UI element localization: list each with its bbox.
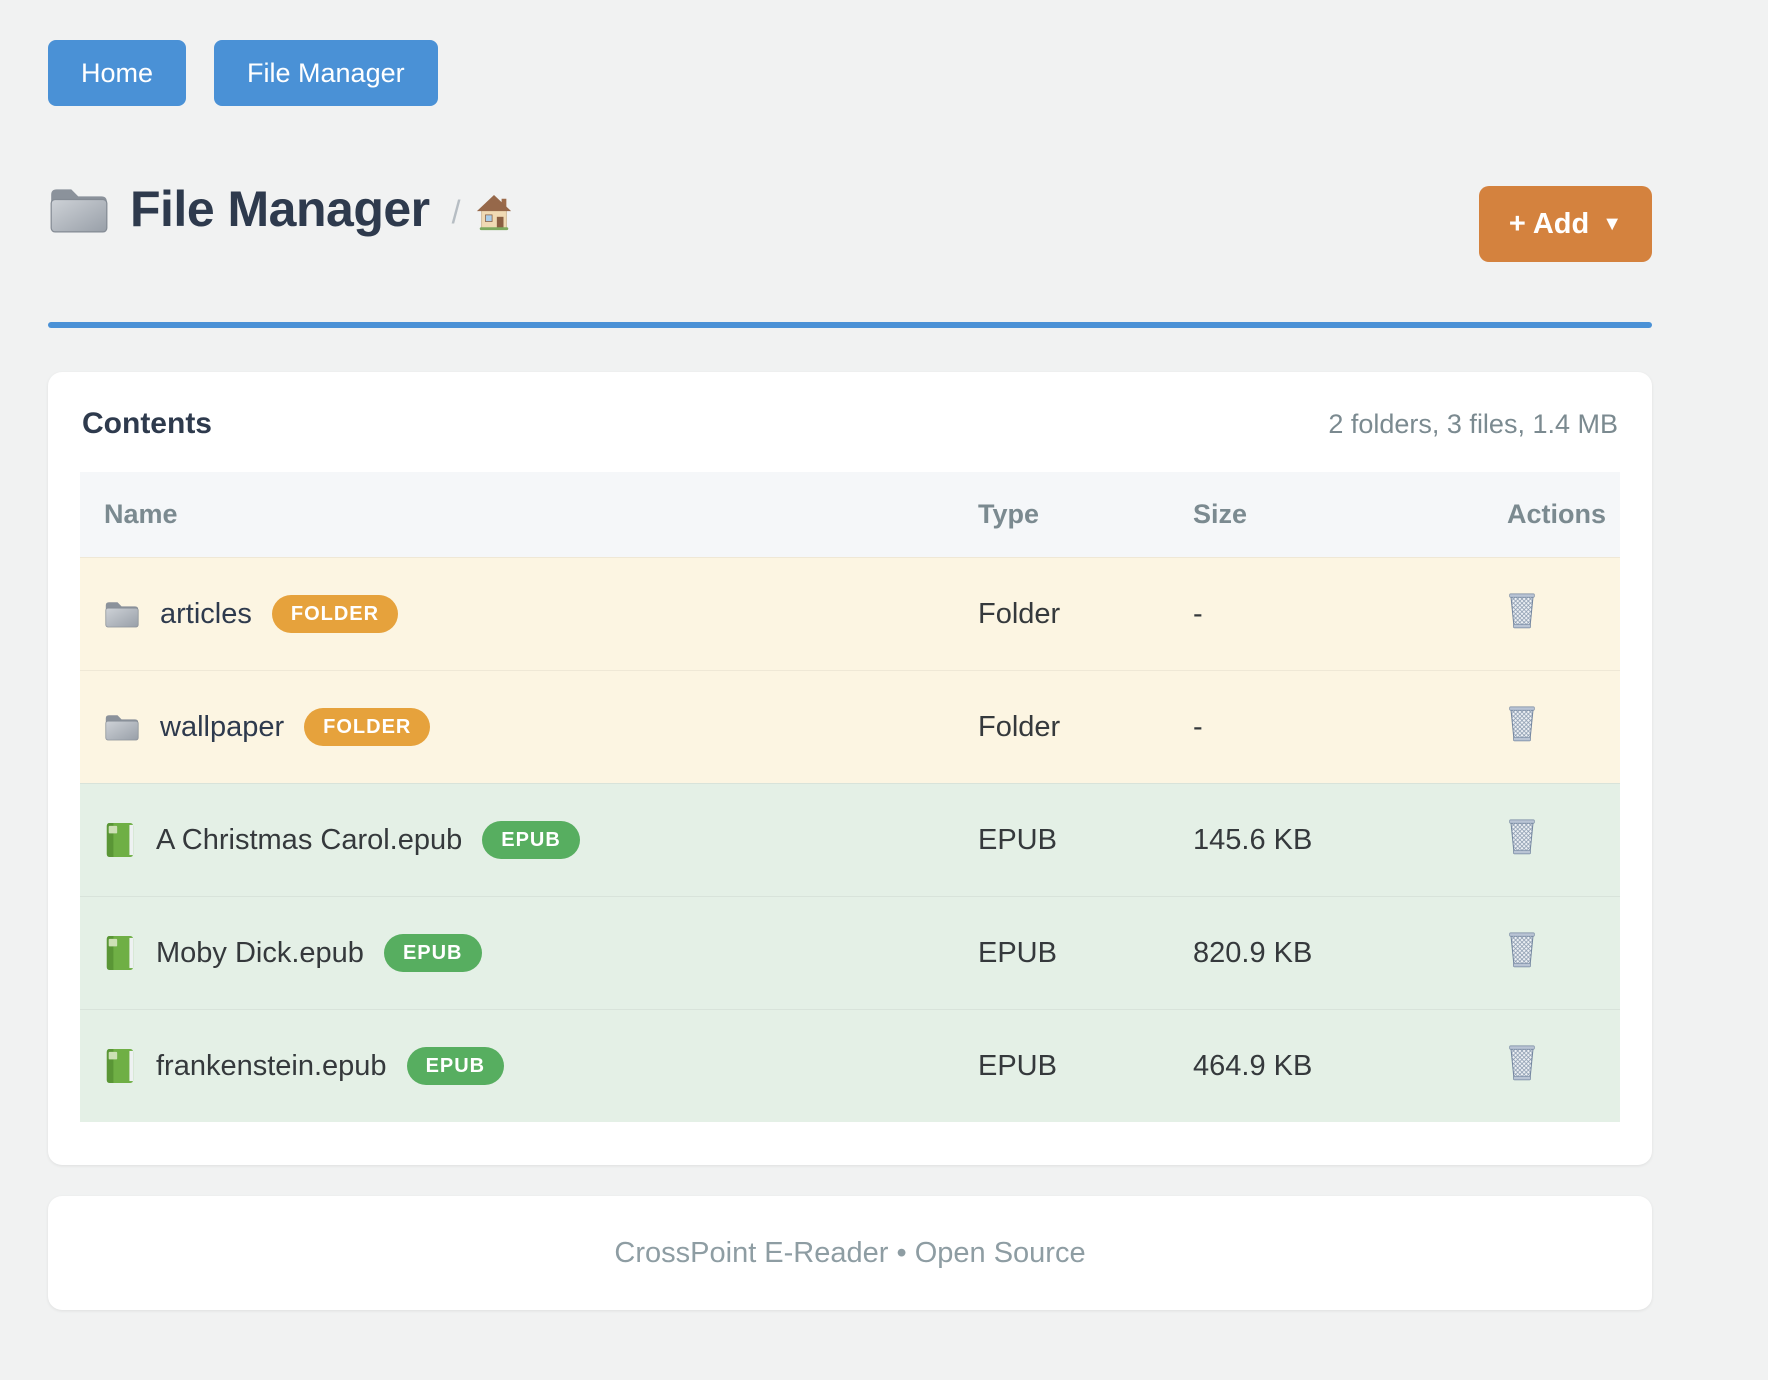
row-name-link[interactable]: articles	[160, 597, 252, 630]
book-icon	[104, 821, 136, 859]
row-name-link[interactable]: Moby Dick.epub	[156, 936, 364, 969]
table-row: articles FOLDER Folder -	[80, 557, 1620, 670]
trash-button[interactable]	[1505, 703, 1539, 743]
trash-icon	[1505, 703, 1539, 743]
column-header-type: Type	[978, 499, 1040, 529]
row-name-link[interactable]: wallpaper	[160, 710, 285, 743]
cell-size: 145.6 KB	[1193, 823, 1313, 856]
table-body: articles FOLDER Folder -	[80, 557, 1620, 1122]
header-divider	[48, 322, 1652, 328]
trash-button[interactable]	[1505, 816, 1539, 856]
nav-button-home[interactable]: Home	[48, 40, 187, 106]
book-icon	[104, 934, 136, 972]
folder-icon	[104, 599, 140, 629]
table-header: Name Type Size Actions	[80, 472, 1620, 557]
add-button-label: + Add	[1508, 207, 1590, 240]
breadcrumb-separator: /	[451, 193, 461, 230]
cell-size: 820.9 KB	[1193, 936, 1313, 969]
table-row: frankenstein.epub EPUB EPUB 464.9 KB	[80, 1009, 1620, 1122]
trash-button[interactable]	[1505, 1042, 1539, 1082]
folder-icon	[48, 184, 110, 235]
row-badge: EPUB	[406, 1047, 505, 1085]
folder-icon	[104, 712, 140, 742]
column-header-size: Size	[1193, 499, 1248, 529]
cell-type: EPUB	[978, 936, 1057, 969]
cell-type: Folder	[978, 597, 1061, 630]
page-header: File Manager /	[48, 180, 513, 238]
cell-type: EPUB	[978, 1049, 1057, 1082]
cell-type: EPUB	[978, 823, 1057, 856]
row-badge: EPUB	[383, 934, 482, 972]
table-row: A Christmas Carol.epub EPUB EPUB 145.6 K…	[80, 783, 1620, 896]
file-table: Name Type Size Actions articles	[80, 472, 1620, 1122]
contents-card: Contents 2 folders, 3 files, 1.4 MB Name…	[48, 372, 1652, 1165]
trash-button[interactable]	[1505, 590, 1539, 630]
book-icon	[104, 1047, 136, 1085]
top-nav: Home File Manager	[48, 40, 438, 106]
cell-size: 464.9 KB	[1193, 1049, 1313, 1082]
contents-summary: 2 folders, 3 files, 1.4 MB	[1328, 409, 1618, 439]
cell-size: -	[1193, 710, 1203, 743]
trash-icon	[1505, 929, 1539, 969]
row-badge: FOLDER	[271, 595, 399, 633]
cell-size: -	[1193, 597, 1203, 630]
column-header-actions: Actions	[1506, 499, 1606, 529]
trash-button[interactable]	[1505, 929, 1539, 969]
row-name-link[interactable]: A Christmas Carol.epub	[156, 823, 463, 856]
nav-button-file-manager[interactable]: File Manager	[214, 40, 438, 106]
row-name-link[interactable]: frankenstein.epub	[156, 1049, 387, 1082]
trash-icon	[1505, 590, 1539, 630]
contents-title: Contents	[82, 407, 212, 440]
trash-icon	[1505, 1042, 1539, 1082]
chevron-down-icon: ▼	[1602, 213, 1622, 235]
footer-text: CrossPoint E-Reader • Open Source	[614, 1236, 1086, 1269]
row-badge: FOLDER	[304, 708, 431, 746]
table-row: Moby Dick.epub EPUB EPUB 820.9 KB	[80, 896, 1620, 1009]
cell-type: Folder	[978, 710, 1061, 743]
footer: CrossPoint E-Reader • Open Source	[48, 1196, 1652, 1310]
page-title: File Manager	[130, 181, 430, 237]
table-row: wallpaper FOLDER Folder -	[80, 670, 1620, 783]
row-badge: EPUB	[482, 821, 580, 859]
column-header-name: Name	[104, 499, 178, 529]
add-button[interactable]: + Add ▼	[1478, 186, 1652, 262]
house-icon[interactable]	[475, 194, 513, 232]
trash-icon	[1505, 816, 1539, 856]
